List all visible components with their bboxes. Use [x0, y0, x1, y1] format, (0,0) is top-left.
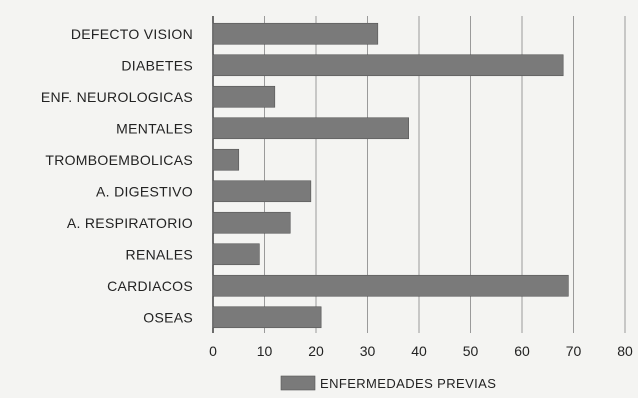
x-tick-labels: 0 10 20 30 40 50 60 70 80 [209, 343, 633, 359]
category-label: MENTALES [116, 120, 193, 136]
bar-mentales [212, 117, 409, 140]
x-tick-label: 40 [411, 343, 427, 359]
bar-tromboembolicas [212, 148, 240, 171]
x-tick-label: 20 [308, 343, 324, 359]
x-tick-label: 70 [566, 343, 582, 359]
bar-diabetes [212, 54, 564, 77]
legend-swatch [280, 375, 316, 391]
category-label: TROMBOEMBOLICAS [45, 152, 193, 168]
x-tick-label: 30 [360, 343, 376, 359]
category-label: A. RESPIRATORIO [67, 215, 193, 231]
bar-defecto-vision [212, 22, 379, 45]
bar-cardiacos [212, 274, 569, 297]
bar-renales [212, 243, 260, 266]
category-label: DIABETES [121, 57, 193, 73]
bar-enf-neurologicas [212, 85, 276, 108]
bars [212, 22, 569, 329]
category-label: DEFECTO VISION [71, 26, 193, 42]
category-label: CARDIACOS [107, 278, 193, 294]
category-label: RENALES [126, 246, 193, 262]
category-label: A. DIGESTIVO [96, 183, 193, 199]
legend: ENFERMEDADES PREVIAS [280, 375, 496, 391]
category-label: OSEAS [143, 309, 193, 325]
bar-oseas [212, 306, 322, 329]
x-tick-label: 80 [617, 343, 633, 359]
bar-a-digestivo [212, 180, 312, 203]
category-labels: DEFECTO VISION DIABETES ENF. NEUROLOGICAS M… [41, 26, 193, 326]
x-tick-label: 10 [257, 343, 273, 359]
legend-label: ENFERMEDADES PREVIAS [320, 376, 496, 391]
x-tick-label: 0 [209, 343, 217, 359]
x-tick-label: 50 [463, 343, 479, 359]
category-label: ENF. NEUROLOGICAS [41, 89, 193, 105]
x-tick-label: 60 [514, 343, 530, 359]
bar-a-respiratorio [212, 211, 291, 234]
